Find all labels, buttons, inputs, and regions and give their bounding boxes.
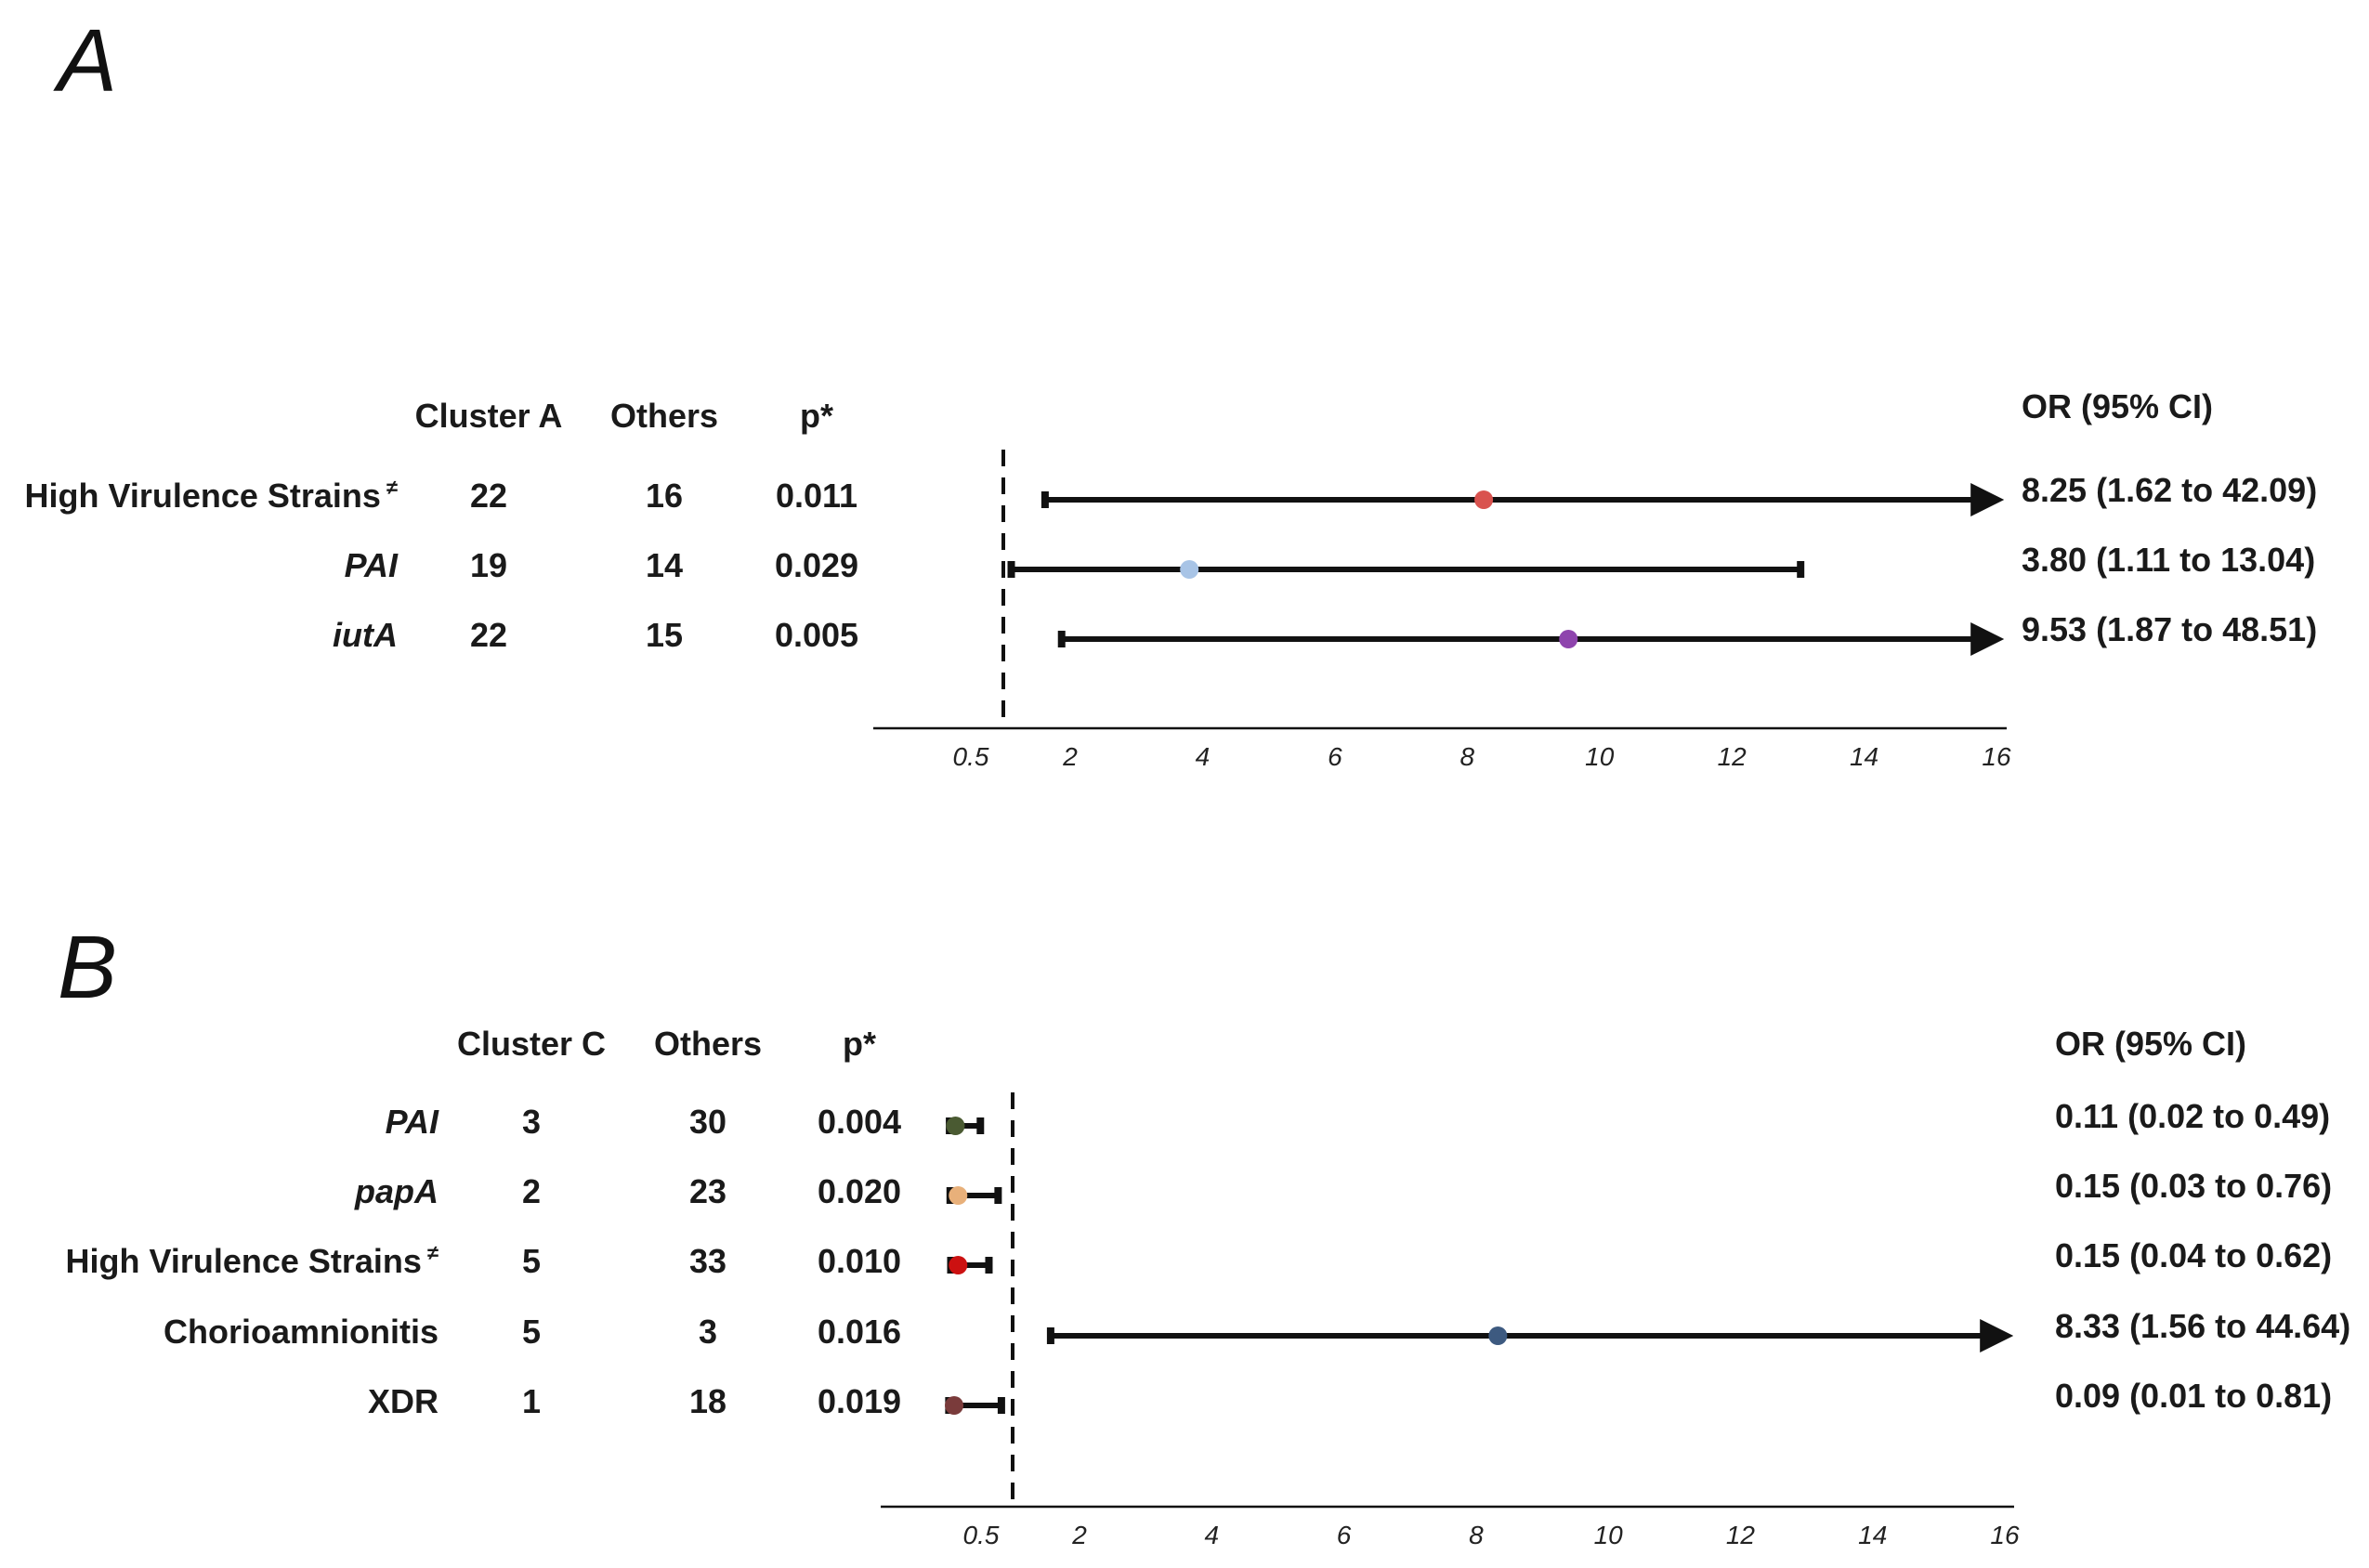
forest-panel-a: A Cluster A Others p* OR (95% CI) 0.5 2 4 6 8 10 12… bbox=[24, 11, 2317, 771]
p-value: 0.004 bbox=[818, 1103, 901, 1141]
others-count: 33 bbox=[689, 1242, 726, 1280]
p-value: 0.010 bbox=[818, 1242, 901, 1280]
ci-lower-cap bbox=[1041, 491, 1049, 508]
group-count: 22 bbox=[470, 616, 507, 654]
x-tick-label: 16 bbox=[1990, 1521, 2020, 1549]
or-ci-text: 0.09 (0.01 to 0.81) bbox=[2055, 1377, 2332, 1415]
others-count: 3 bbox=[699, 1313, 717, 1351]
group-count: 1 bbox=[522, 1382, 541, 1420]
row-label: papA bbox=[354, 1172, 438, 1210]
ci-upper-cap bbox=[985, 1257, 993, 1274]
or-ci-text: 8.33 (1.56 to 44.64) bbox=[2055, 1307, 2350, 1345]
x-tick-label: 4 bbox=[1204, 1521, 1219, 1549]
x-tick-label: 12 bbox=[1718, 742, 1747, 771]
x-tick-label: 10 bbox=[1594, 1521, 1624, 1549]
x-tick-label: 2 bbox=[1071, 1521, 1087, 1549]
p-value: 0.011 bbox=[776, 477, 857, 515]
column-header: p* bbox=[843, 1025, 876, 1063]
point-estimate bbox=[1488, 1326, 1508, 1345]
row-label: PAI bbox=[345, 546, 399, 584]
x-tick-label: 8 bbox=[1469, 1521, 1484, 1549]
x-tick-label: 10 bbox=[1585, 742, 1615, 771]
or-header: OR (95% CI) bbox=[2055, 1025, 2246, 1063]
group-count: 2 bbox=[522, 1172, 541, 1210]
or-ci-text: 3.80 (1.11 to 13.04) bbox=[2022, 541, 2315, 579]
ci-upper-cap bbox=[997, 1397, 1005, 1414]
others-count: 15 bbox=[646, 616, 683, 654]
or-ci-text: 8.25 (1.62 to 42.09) bbox=[2022, 471, 2317, 509]
row-label: High Virulence Strains ≠ bbox=[24, 476, 398, 515]
group-count: 22 bbox=[470, 477, 507, 515]
x-tick-label: 8 bbox=[1459, 742, 1474, 771]
x-tick-label: 14 bbox=[1850, 742, 1878, 771]
p-value: 0.020 bbox=[818, 1172, 901, 1210]
or-ci-text: 9.53 (1.87 to 48.51) bbox=[2022, 610, 2317, 648]
p-value: 0.019 bbox=[818, 1382, 901, 1420]
group-count: 5 bbox=[522, 1242, 541, 1280]
x-tick-label: 14 bbox=[1858, 1521, 1887, 1549]
others-count: 30 bbox=[689, 1103, 726, 1141]
row-label: High Virulence Strains ≠ bbox=[65, 1241, 438, 1280]
x-tick-label: 12 bbox=[1726, 1521, 1756, 1549]
or-ci-text: 0.15 (0.03 to 0.76) bbox=[2055, 1167, 2332, 1205]
ci-upper-cap bbox=[1797, 561, 1805, 578]
ci-upper-cap bbox=[994, 1187, 1002, 1204]
forest-row: XDR 1 18 0.019 0.09 (0.01 to 0.81) bbox=[368, 1377, 2332, 1420]
x-tick-label: 2 bbox=[1062, 742, 1078, 771]
x-tick-label: 16 bbox=[1982, 742, 2011, 771]
forest-row: Chorioamnionitis 5 3 0.016 8.33 (1.56 to 44.… bbox=[164, 1307, 2350, 1352]
point-estimate bbox=[945, 1396, 964, 1415]
or-ci-text: 0.11 (0.02 to 0.49) bbox=[2055, 1097, 2330, 1135]
x-tick-label: 0.5 bbox=[963, 1521, 1000, 1549]
group-count: 5 bbox=[522, 1313, 541, 1351]
column-header: p* bbox=[800, 397, 833, 435]
x-tick-label: 6 bbox=[1328, 742, 1342, 771]
column-header: Others bbox=[654, 1025, 762, 1063]
row-label: iutA bbox=[333, 616, 398, 654]
ci-lower-cap bbox=[1057, 631, 1066, 647]
forest-row: High Virulence Strains ≠ 5 33 0.010 0.15 (0.0… bbox=[65, 1236, 2332, 1280]
row-label: Chorioamnionitis bbox=[164, 1313, 438, 1351]
x-tick-label: 6 bbox=[1337, 1521, 1352, 1549]
column-header: Others bbox=[610, 397, 718, 435]
p-value: 0.029 bbox=[775, 546, 858, 584]
ci-lower-cap bbox=[1046, 1327, 1054, 1344]
forest-row: High Virulence Strains ≠ 22 16 0.011 8.25 (1.… bbox=[24, 471, 2317, 516]
forest-row: papA 2 23 0.020 0.15 (0.03 to 0.76) bbox=[354, 1167, 2332, 1210]
others-count: 16 bbox=[646, 477, 683, 515]
column-header: Cluster A bbox=[415, 397, 563, 435]
group-count: 19 bbox=[470, 546, 507, 584]
point-estimate bbox=[946, 1117, 965, 1135]
x-tick-label: 0.5 bbox=[953, 742, 989, 771]
point-estimate bbox=[949, 1256, 968, 1274]
x-tick-label: 4 bbox=[1196, 742, 1211, 771]
ci-upper-cap bbox=[976, 1117, 985, 1134]
others-count: 23 bbox=[689, 1172, 726, 1210]
forest-row: PAI 19 14 0.029 3.80 (1.11 to 13.04) bbox=[345, 541, 2316, 584]
point-estimate bbox=[1180, 560, 1199, 579]
forest-row: iutA 22 15 0.005 9.53 (1.87 to 48.51) bbox=[333, 610, 2317, 656]
others-count: 18 bbox=[689, 1382, 726, 1420]
p-value: 0.005 bbox=[775, 616, 858, 654]
column-header: Cluster C bbox=[457, 1025, 606, 1063]
forest-row: PAI 3 30 0.004 0.11 (0.02 to 0.49) bbox=[386, 1097, 2331, 1141]
panel-letter: B bbox=[58, 918, 117, 1017]
row-label: PAI bbox=[386, 1103, 439, 1141]
point-estimate bbox=[1559, 630, 1578, 648]
point-estimate bbox=[1474, 490, 1494, 509]
group-count: 3 bbox=[522, 1103, 541, 1141]
point-estimate bbox=[949, 1186, 968, 1205]
or-header: OR (95% CI) bbox=[2022, 387, 2213, 425]
panel-letter: A bbox=[53, 11, 117, 111]
p-value: 0.016 bbox=[818, 1313, 901, 1351]
ci-lower-cap bbox=[1007, 561, 1015, 578]
or-ci-text: 0.15 (0.04 to 0.62) bbox=[2055, 1236, 2332, 1274]
row-label: XDR bbox=[368, 1382, 438, 1420]
others-count: 14 bbox=[646, 546, 683, 584]
